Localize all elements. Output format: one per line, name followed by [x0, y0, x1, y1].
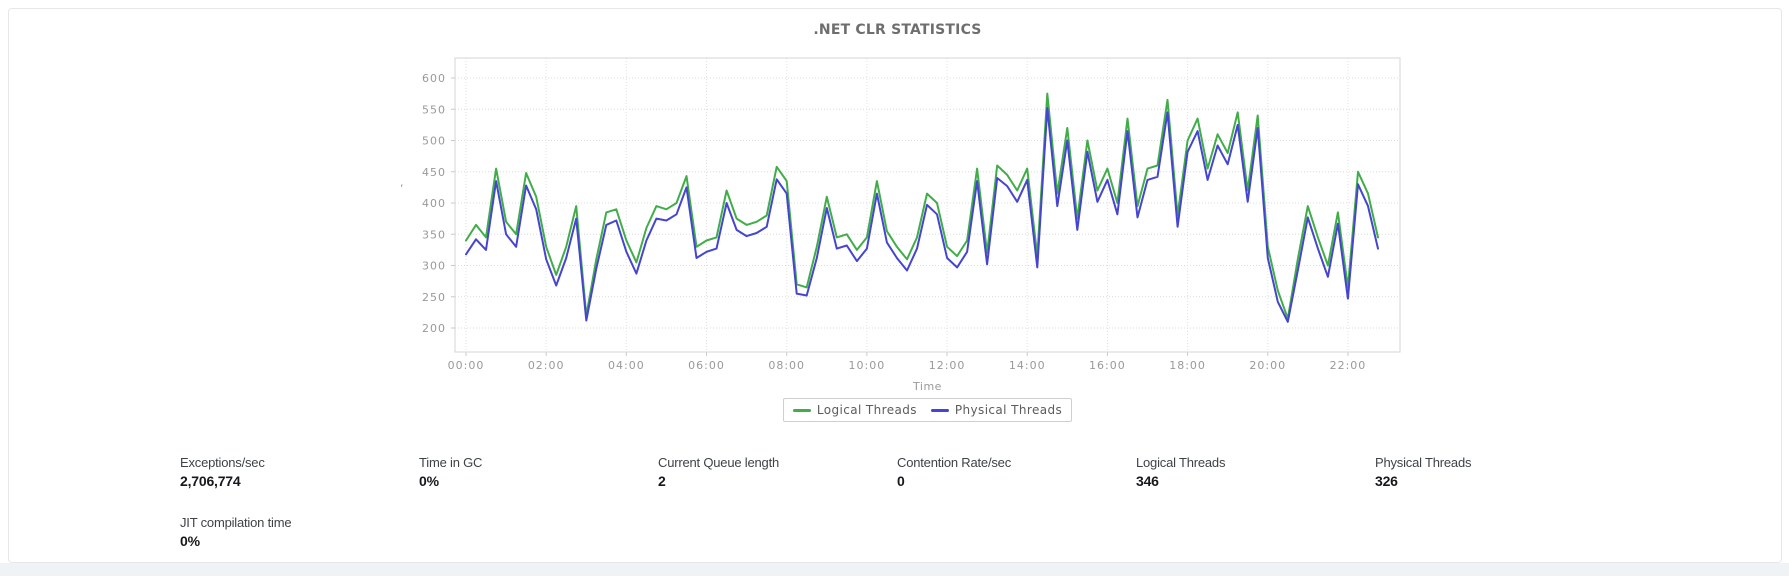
- stat-label: Physical Threads: [1375, 455, 1472, 470]
- x-axis-tick-label: 16:00: [1089, 359, 1126, 372]
- stat-label: Current Queue length: [658, 455, 780, 470]
- x-axis-title: Time: [913, 380, 942, 393]
- stat-value: 0%: [180, 533, 200, 549]
- y-axis-tick-label: 250: [422, 291, 446, 304]
- stat-contention-rate: Contention Rate/sec 0: [897, 455, 1125, 489]
- y-axis-title: ,: [400, 176, 404, 189]
- stat-label: Time in GC: [419, 455, 483, 470]
- legend-label: Logical Threads: [816, 403, 917, 417]
- physical-threads-series-line: [465, 107, 1379, 323]
- x-axis-tick-label: 20:00: [1249, 359, 1286, 372]
- x-axis-tick-label: 00:00: [448, 359, 485, 372]
- x-axis-tick-label: 06:00: [688, 359, 725, 372]
- x-axis-tick-label: 22:00: [1330, 359, 1367, 372]
- x-axis-tick-label: 12:00: [929, 359, 966, 372]
- y-axis-tick-label: 350: [422, 228, 446, 241]
- x-axis-tick-label: 02:00: [528, 359, 565, 372]
- page-background-strip: [0, 563, 1789, 576]
- stat-logical-threads: Logical Threads 346: [1136, 455, 1364, 489]
- y-axis-tick-label: 550: [422, 103, 446, 116]
- chart-legend: Logical Threads Physical Threads: [455, 398, 1400, 422]
- stat-label: Contention Rate/sec: [897, 455, 1011, 470]
- x-axis-tick-label: 18:00: [1169, 359, 1206, 372]
- stat-exceptions-per-sec: Exceptions/sec 2,706,774: [180, 455, 408, 489]
- physical-threads-line-icon: [930, 408, 949, 412]
- stat-label: Logical Threads: [1136, 455, 1226, 470]
- stat-label: JIT compilation time: [180, 515, 292, 530]
- x-axis-tick-label: 08:00: [768, 359, 805, 372]
- legend-item-logical-threads[interactable]: Logical Threads: [792, 403, 917, 417]
- logical-threads-line-icon: [792, 408, 811, 412]
- stat-jit-compilation-time: JIT compilation time 0%: [180, 515, 408, 549]
- y-axis-tick-label: 500: [422, 135, 446, 148]
- logical-threads-series-line: [465, 92, 1379, 320]
- y-axis-tick-label: 600: [422, 72, 446, 85]
- y-axis-tick-label: 200: [422, 322, 446, 335]
- stat-value: 2: [658, 473, 666, 489]
- stat-physical-threads: Physical Threads 326: [1375, 455, 1603, 489]
- stat-label: Exceptions/sec: [180, 455, 265, 470]
- stat-value: 346: [1136, 473, 1159, 489]
- stat-value: 0%: [419, 473, 439, 489]
- stat-current-queue-length: Current Queue length 2: [658, 455, 886, 489]
- stat-value: 0: [897, 473, 905, 489]
- legend-label: Physical Threads: [954, 403, 1063, 417]
- legend-item-physical-threads[interactable]: Physical Threads: [930, 403, 1063, 417]
- y-axis-tick-label: 450: [422, 166, 446, 179]
- x-axis-tick-label: 04:00: [608, 359, 645, 372]
- x-axis-tick-label: 10:00: [849, 359, 886, 372]
- chart-title: .NET CLR STATISTICS: [813, 22, 982, 38]
- x-axis-tick-label: 14:00: [1009, 359, 1046, 372]
- stat-value: 326: [1375, 473, 1398, 489]
- y-axis-tick-label: 400: [422, 197, 446, 210]
- line-chart-canvas: 600 550 500 450 400 350 300 250 200 00:00 02:00 04:…: [422, 57, 1401, 372]
- stat-time-in-gc: Time in GC 0%: [419, 455, 647, 489]
- clr-statistics-panel: [8, 8, 1782, 563]
- stat-value: 2,706,774: [180, 473, 241, 489]
- y-axis-tick-label: 300: [422, 260, 446, 273]
